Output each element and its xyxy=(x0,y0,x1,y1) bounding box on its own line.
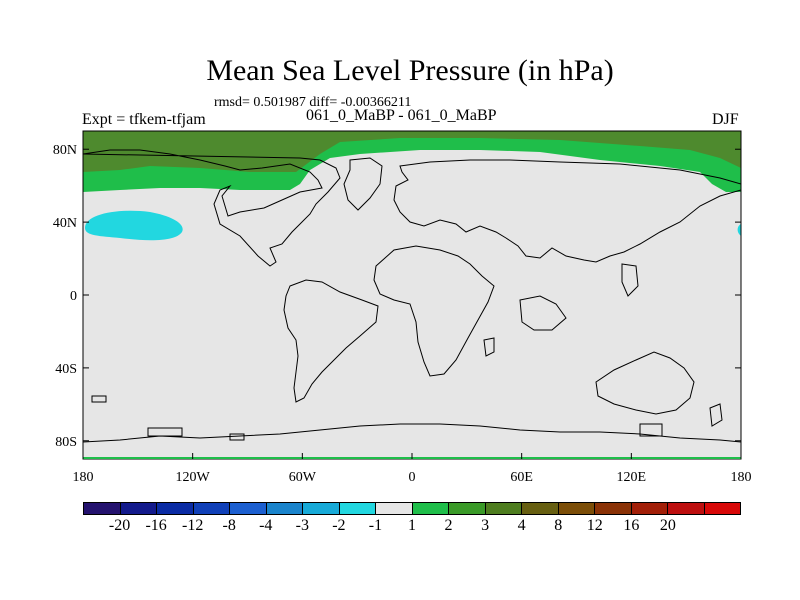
colorbar-label: -3 xyxy=(295,517,309,534)
colorbar-swatch xyxy=(522,503,559,514)
colorbar-swatch xyxy=(485,503,522,514)
lon-tick-label: 0 xyxy=(409,470,416,485)
season-label: DJF xyxy=(712,111,739,128)
lat-tick-label: 80S xyxy=(55,435,77,450)
colorbar xyxy=(83,502,741,515)
colorbar-swatch xyxy=(631,503,668,514)
colorbar-label: 1 xyxy=(408,517,416,534)
north-pacific-negative-patch xyxy=(85,210,183,241)
colorbar-swatch xyxy=(303,503,340,514)
colorbar-label: -20 xyxy=(108,517,131,534)
lat-tick-label: 40N xyxy=(53,216,77,231)
colorbar-swatch xyxy=(230,503,267,514)
coast-antarctic-islands xyxy=(91,395,663,441)
colorbar-label: -16 xyxy=(145,517,167,534)
colorbar-label: -12 xyxy=(181,517,204,534)
coast-africa xyxy=(373,245,495,377)
coast-south-america xyxy=(283,279,379,403)
plot-subtitle: 061_0_MaBP - 061_0_MaBP xyxy=(306,107,497,124)
lon-tick-label: 180 xyxy=(731,470,752,485)
colorbar-swatch xyxy=(668,503,705,514)
colorbar-swatch xyxy=(595,503,632,514)
colorbar-label: 20 xyxy=(659,517,676,534)
longitude-axis: 180 120W 60W 0 60E 120E 180 xyxy=(73,453,752,485)
experiment-label: Expt = tfkem-tfjam xyxy=(82,111,206,128)
map-fill-layer xyxy=(83,131,741,459)
lon-tick-label: 60E xyxy=(510,470,533,485)
coast-antarctica xyxy=(83,423,741,443)
colorbar-swatch xyxy=(120,503,157,514)
coastlines xyxy=(83,149,741,443)
colorbar-label: -2 xyxy=(332,517,346,534)
colorbar-swatch xyxy=(84,503,121,514)
lon-tick-label: 180 xyxy=(73,470,94,485)
pacific-edge-patch xyxy=(737,224,741,236)
lat-tick-label: 0 xyxy=(70,289,77,304)
colorbar-label: 4 xyxy=(517,517,526,534)
coast-japan xyxy=(621,263,639,297)
coast-north-america xyxy=(83,149,341,267)
lon-tick-label: 120W xyxy=(176,470,211,485)
colorbar-label: 8 xyxy=(554,517,563,534)
plot-title: Mean Sea Level Pressure (in hPa) xyxy=(206,54,614,87)
colorbar-label: 16 xyxy=(623,517,640,534)
colorbar-swatch xyxy=(558,503,595,514)
colorbar-swatch xyxy=(266,503,303,514)
colorbar-label: 2 xyxy=(444,517,453,534)
colorbar-swatch xyxy=(704,503,740,514)
coast-maritime xyxy=(519,295,567,331)
colorbar-swatch xyxy=(193,503,230,514)
latitude-axis: 80N 40N 0 40S 80S xyxy=(53,143,741,450)
colorbar-label: 12 xyxy=(586,517,603,534)
colorbar-swatch xyxy=(449,503,486,514)
coast-eurasia xyxy=(393,159,741,263)
colorbar-label: -1 xyxy=(368,517,383,534)
lat-tick-label: 40S xyxy=(55,362,77,377)
lon-tick-label: 120E xyxy=(617,470,647,485)
rmsd-diff-stats: rmsd= 0.501987 diff= -0.00366211 xyxy=(214,95,412,110)
coast-new-zealand xyxy=(709,403,723,427)
lon-tick-label: 60W xyxy=(289,470,317,485)
coast-australia xyxy=(595,351,695,415)
colorbar-swatch xyxy=(157,503,194,514)
colorbar-label: -4 xyxy=(259,517,273,534)
lat-tick-label: 80N xyxy=(53,143,77,158)
colorbar-swatch xyxy=(339,503,376,514)
colorbar-label: 3 xyxy=(481,517,490,534)
coast-greenland xyxy=(343,157,383,211)
colorbar-swatch xyxy=(376,503,413,514)
colorbar-swatch xyxy=(412,503,449,514)
arctic-positive-band xyxy=(83,131,741,172)
coast-madagascar xyxy=(483,337,495,357)
colorbar-label: -8 xyxy=(222,517,236,534)
